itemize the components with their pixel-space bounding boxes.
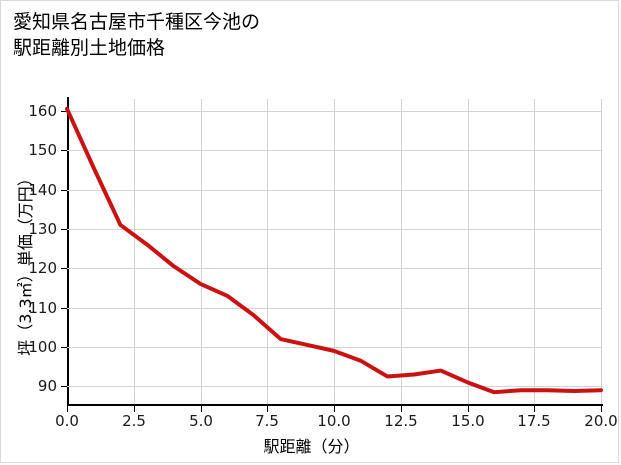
gridline-vertical [601, 99, 602, 404]
chart-title: 愛知県名古屋市千種区今池の 駅距離別土地価格 [13, 11, 261, 59]
y-tick-mark [61, 229, 67, 230]
y-tick-label: 140 [28, 181, 57, 199]
x-tick-mark [201, 406, 202, 412]
x-tick-mark [534, 406, 535, 412]
y-tick-mark [61, 268, 67, 269]
x-tick-label: 12.5 [384, 412, 418, 430]
y-tick-mark [61, 308, 67, 309]
y-tick-mark [61, 347, 67, 348]
y-axis-label: 坪（3.3㎡）単価（万円） [16, 170, 35, 356]
gridline-vertical [534, 99, 535, 404]
x-tick-mark [267, 406, 268, 412]
x-tick-mark [67, 406, 68, 412]
gridline-vertical [468, 99, 469, 404]
y-axis-spine [67, 97, 69, 406]
x-tick-mark [334, 406, 335, 412]
y-tick-mark [61, 111, 67, 112]
x-tick-mark [601, 406, 602, 412]
data-series-line [65, 106, 603, 395]
y-tick-mark [61, 190, 67, 191]
x-tick-label: 10.0 [317, 412, 351, 430]
y-tick-label: 160 [28, 102, 57, 120]
gridline-vertical [401, 99, 402, 404]
x-tick-label: 20.0 [584, 412, 618, 430]
y-tick-label: 120 [28, 259, 57, 277]
y-tick-mark [61, 150, 67, 151]
x-tick-label: 0.0 [55, 412, 79, 430]
x-tick-label: 7.5 [255, 412, 279, 430]
x-tick-label: 15.0 [451, 412, 485, 430]
y-tick-label: 110 [28, 299, 57, 317]
x-tick-label: 5.0 [189, 412, 213, 430]
y-tick-label: 150 [28, 141, 57, 159]
x-tick-mark [134, 406, 135, 412]
gridline-vertical [334, 99, 335, 404]
y-tick-label: 130 [28, 220, 57, 238]
x-tick-label: 17.5 [517, 412, 551, 430]
x-tick-label: 2.5 [122, 412, 146, 430]
x-axis-label: 駅距離（分） [263, 437, 360, 456]
gridline-vertical [201, 99, 202, 404]
x-tick-mark [401, 406, 402, 412]
y-tick-label: 90 [37, 377, 57, 395]
y-tick-label: 100 [28, 338, 57, 356]
y-tick-mark [61, 386, 67, 387]
gridline-vertical [134, 99, 135, 404]
gridline-vertical [267, 99, 268, 404]
x-axis-spine [67, 404, 603, 406]
x-tick-mark [468, 406, 469, 412]
